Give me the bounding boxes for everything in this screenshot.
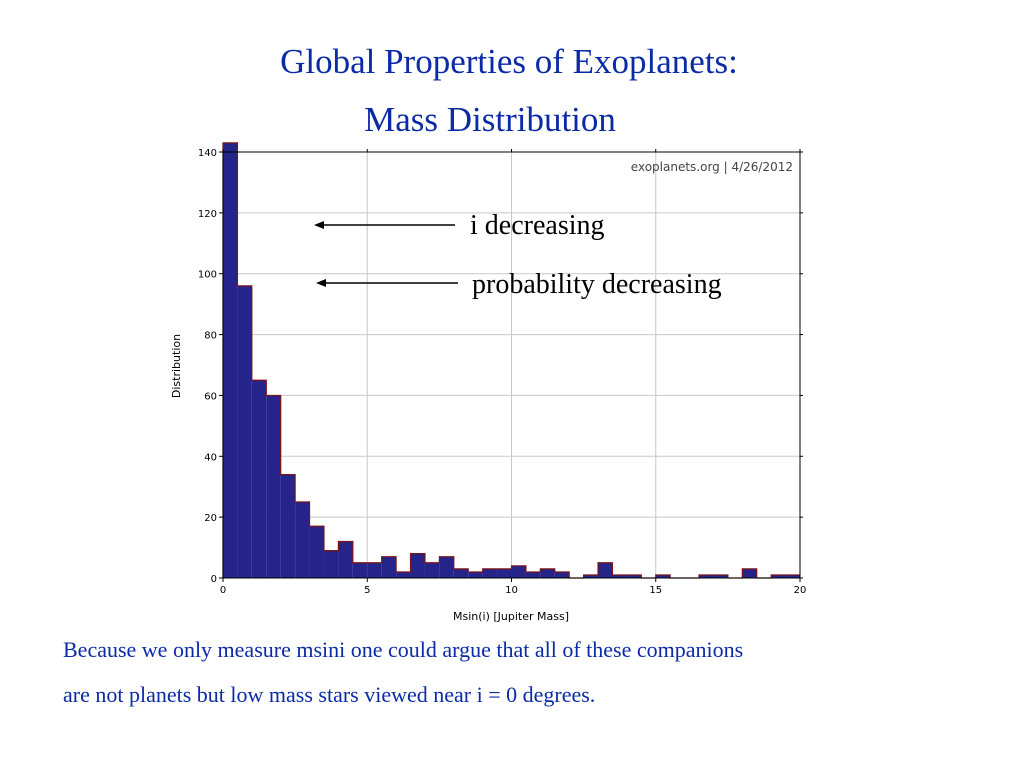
caption-line-2: are not planets but low mass stars viewe… bbox=[63, 682, 596, 707]
histogram-bar bbox=[699, 574, 714, 578]
y-tick-label: 100 bbox=[198, 270, 217, 281]
histogram-bar bbox=[439, 556, 454, 578]
histogram-bar bbox=[742, 568, 757, 578]
histogram-bar bbox=[295, 501, 310, 578]
x-tick-label: 15 bbox=[649, 585, 662, 596]
histogram-bar bbox=[338, 541, 353, 578]
histogram-bar bbox=[598, 562, 613, 578]
histogram-bar bbox=[525, 571, 541, 578]
histogram-bar bbox=[497, 568, 512, 578]
histogram-bar bbox=[655, 574, 671, 578]
x-tick-label: 0 bbox=[220, 585, 226, 596]
y-tick-label: 40 bbox=[204, 452, 217, 463]
y-tick-label: 120 bbox=[198, 209, 217, 220]
histogram-bars bbox=[222, 142, 800, 579]
histogram-bar bbox=[583, 574, 599, 578]
histogram-bar bbox=[237, 285, 252, 578]
caption-line-1: Because we only measure msini one could … bbox=[63, 637, 744, 662]
y-tick-label: 80 bbox=[204, 331, 217, 342]
x-tick-label: 10 bbox=[505, 585, 518, 596]
histogram-bar bbox=[323, 550, 339, 578]
histogram-bar bbox=[424, 562, 440, 578]
histogram-bar bbox=[771, 574, 786, 578]
histogram-bar bbox=[554, 571, 570, 578]
histogram-bar bbox=[468, 571, 483, 578]
histogram-bar bbox=[453, 568, 469, 578]
annotation-i-decreasing: i decreasing bbox=[470, 210, 605, 241]
y-tick-label: 0 bbox=[211, 574, 217, 585]
slide-title-line-2: Mass Distribution bbox=[364, 100, 616, 139]
chart-watermark: exoplanets.org | 4/26/2012 bbox=[631, 160, 793, 174]
arrow-probability-decreasing bbox=[316, 279, 458, 287]
histogram-bar bbox=[367, 562, 382, 578]
histogram-bar bbox=[280, 474, 296, 578]
histogram-bar bbox=[381, 556, 397, 578]
x-axis-label: Msin(i) [Jupiter Mass] bbox=[453, 610, 569, 623]
annotation-probability-decreasing: probability decreasing bbox=[472, 269, 722, 300]
y-axis-label: Distribution bbox=[170, 334, 183, 398]
y-tick-label: 140 bbox=[198, 148, 217, 159]
histogram-bar bbox=[396, 571, 411, 578]
x-tick-label: 5 bbox=[364, 585, 370, 596]
x-tick-label: 20 bbox=[794, 585, 807, 596]
histogram-bar bbox=[511, 565, 526, 578]
histogram-bar bbox=[266, 395, 281, 578]
histogram-bar bbox=[785, 574, 800, 578]
histogram-bar bbox=[540, 568, 555, 578]
arrow-i-decreasing bbox=[314, 221, 455, 229]
histogram-bar bbox=[482, 568, 498, 578]
histogram-bar bbox=[352, 562, 368, 578]
histogram-bar bbox=[410, 553, 425, 578]
histogram-bar bbox=[713, 574, 728, 578]
histogram-bar bbox=[626, 574, 642, 578]
histogram-bar bbox=[309, 526, 324, 578]
histogram-bar bbox=[223, 142, 238, 578]
slide-title-line-1: Global Properties of Exoplanets: bbox=[280, 42, 738, 81]
y-tick-label: 60 bbox=[204, 391, 217, 402]
histogram-bar bbox=[612, 574, 627, 578]
y-tick-label: 20 bbox=[204, 513, 217, 524]
chart-ticks: 0 5 10 15 20 0 20 40 60 80 100 120 140 bbox=[198, 148, 806, 596]
histogram-bar bbox=[251, 380, 267, 578]
